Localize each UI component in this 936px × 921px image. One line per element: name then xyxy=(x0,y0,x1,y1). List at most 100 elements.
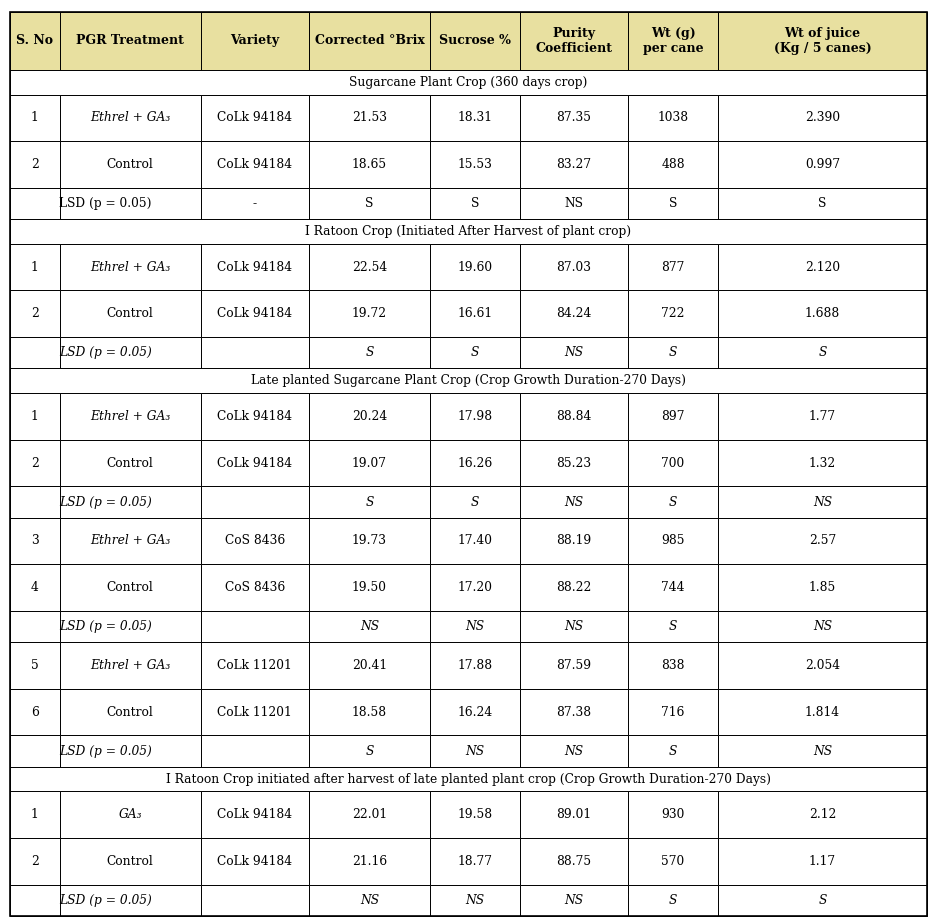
Bar xyxy=(10,219,926,244)
Bar xyxy=(200,565,309,611)
Text: 88.84: 88.84 xyxy=(556,410,591,423)
Text: 20.41: 20.41 xyxy=(352,659,387,672)
Bar xyxy=(10,244,60,290)
Bar xyxy=(309,838,430,885)
Bar xyxy=(627,393,717,439)
Bar xyxy=(430,518,519,565)
Text: 16.24: 16.24 xyxy=(457,705,492,718)
Bar xyxy=(519,565,627,611)
Bar xyxy=(60,565,200,611)
Bar xyxy=(10,12,60,70)
Text: CoLk 94184: CoLk 94184 xyxy=(217,308,292,321)
Bar xyxy=(519,95,627,141)
Text: Variety: Variety xyxy=(230,34,279,47)
Bar xyxy=(627,689,717,736)
Text: CoLk 94184: CoLk 94184 xyxy=(217,111,292,124)
Bar xyxy=(430,838,519,885)
Text: Control: Control xyxy=(107,581,154,594)
Text: 930: 930 xyxy=(661,809,684,822)
Bar xyxy=(200,12,309,70)
Text: Corrected °Brix: Corrected °Brix xyxy=(314,34,424,47)
Text: CoLk 94184: CoLk 94184 xyxy=(217,809,292,822)
Bar xyxy=(627,518,717,565)
Bar xyxy=(309,290,430,337)
Bar xyxy=(60,439,200,486)
Text: Control: Control xyxy=(107,457,154,470)
Text: Wt (g)
per cane: Wt (g) per cane xyxy=(642,27,703,55)
Bar xyxy=(717,188,926,219)
Text: 19.60: 19.60 xyxy=(457,261,492,274)
Text: Late planted Sugarcane Plant Crop (Crop Growth Duration-270 Days): Late planted Sugarcane Plant Crop (Crop … xyxy=(251,374,685,387)
Bar xyxy=(430,95,519,141)
Bar xyxy=(430,565,519,611)
Text: 0.997: 0.997 xyxy=(804,158,840,171)
Text: CoLk 94184: CoLk 94184 xyxy=(217,261,292,274)
Text: 15.53: 15.53 xyxy=(457,158,491,171)
Text: S: S xyxy=(817,894,826,907)
Text: CoS 8436: CoS 8436 xyxy=(225,581,285,594)
Text: S: S xyxy=(668,197,677,210)
Text: 877: 877 xyxy=(661,261,684,274)
Bar xyxy=(519,486,627,518)
Bar xyxy=(60,290,200,337)
Bar xyxy=(10,838,60,885)
Bar xyxy=(430,642,519,689)
Bar xyxy=(430,791,519,838)
Text: S: S xyxy=(365,197,373,210)
Text: 2: 2 xyxy=(31,457,38,470)
Text: CoLk 94184: CoLk 94184 xyxy=(217,410,292,423)
Text: Control: Control xyxy=(107,308,154,321)
Text: NS: NS xyxy=(812,744,831,758)
Bar xyxy=(627,565,717,611)
Text: 22.01: 22.01 xyxy=(352,809,387,822)
Text: 17.98: 17.98 xyxy=(457,410,492,423)
Text: LSD (p = 0.05): LSD (p = 0.05) xyxy=(59,346,152,359)
Text: NS: NS xyxy=(359,620,379,633)
Text: 570: 570 xyxy=(661,855,684,868)
Bar xyxy=(200,337,309,368)
Bar xyxy=(717,12,926,70)
Bar xyxy=(309,188,430,219)
Bar xyxy=(430,12,519,70)
Bar xyxy=(627,642,717,689)
Bar xyxy=(10,885,60,916)
Text: 1.688: 1.688 xyxy=(804,308,840,321)
Text: LSD (p = 0.05): LSD (p = 0.05) xyxy=(59,620,152,633)
Text: S: S xyxy=(365,495,373,508)
Bar xyxy=(627,736,717,767)
Bar xyxy=(627,95,717,141)
Bar xyxy=(309,486,430,518)
Text: S: S xyxy=(668,894,677,907)
Text: S: S xyxy=(817,197,826,210)
Bar xyxy=(60,244,200,290)
Text: 744: 744 xyxy=(661,581,684,594)
Text: 16.61: 16.61 xyxy=(457,308,492,321)
Bar xyxy=(309,439,430,486)
Text: NS: NS xyxy=(465,620,484,633)
Bar xyxy=(10,439,60,486)
Bar xyxy=(519,244,627,290)
Text: CoLk 11201: CoLk 11201 xyxy=(217,659,292,672)
Bar xyxy=(200,95,309,141)
Text: 4: 4 xyxy=(31,581,38,594)
Bar xyxy=(200,518,309,565)
Bar xyxy=(717,838,926,885)
Bar xyxy=(519,791,627,838)
Bar xyxy=(200,791,309,838)
Bar xyxy=(309,689,430,736)
Text: 19.07: 19.07 xyxy=(352,457,387,470)
Text: 2.120: 2.120 xyxy=(804,261,840,274)
Text: 87.59: 87.59 xyxy=(556,659,591,672)
Text: NS: NS xyxy=(812,495,831,508)
Bar xyxy=(309,95,430,141)
Text: 897: 897 xyxy=(661,410,684,423)
Text: 16.26: 16.26 xyxy=(457,457,492,470)
Text: Wt of juice
(Kg / 5 canes): Wt of juice (Kg / 5 canes) xyxy=(773,27,870,55)
Bar xyxy=(60,337,200,368)
Bar xyxy=(200,642,309,689)
Bar xyxy=(309,12,430,70)
Bar xyxy=(519,337,627,368)
Bar xyxy=(60,12,200,70)
Bar xyxy=(200,486,309,518)
Text: 19.58: 19.58 xyxy=(457,809,492,822)
